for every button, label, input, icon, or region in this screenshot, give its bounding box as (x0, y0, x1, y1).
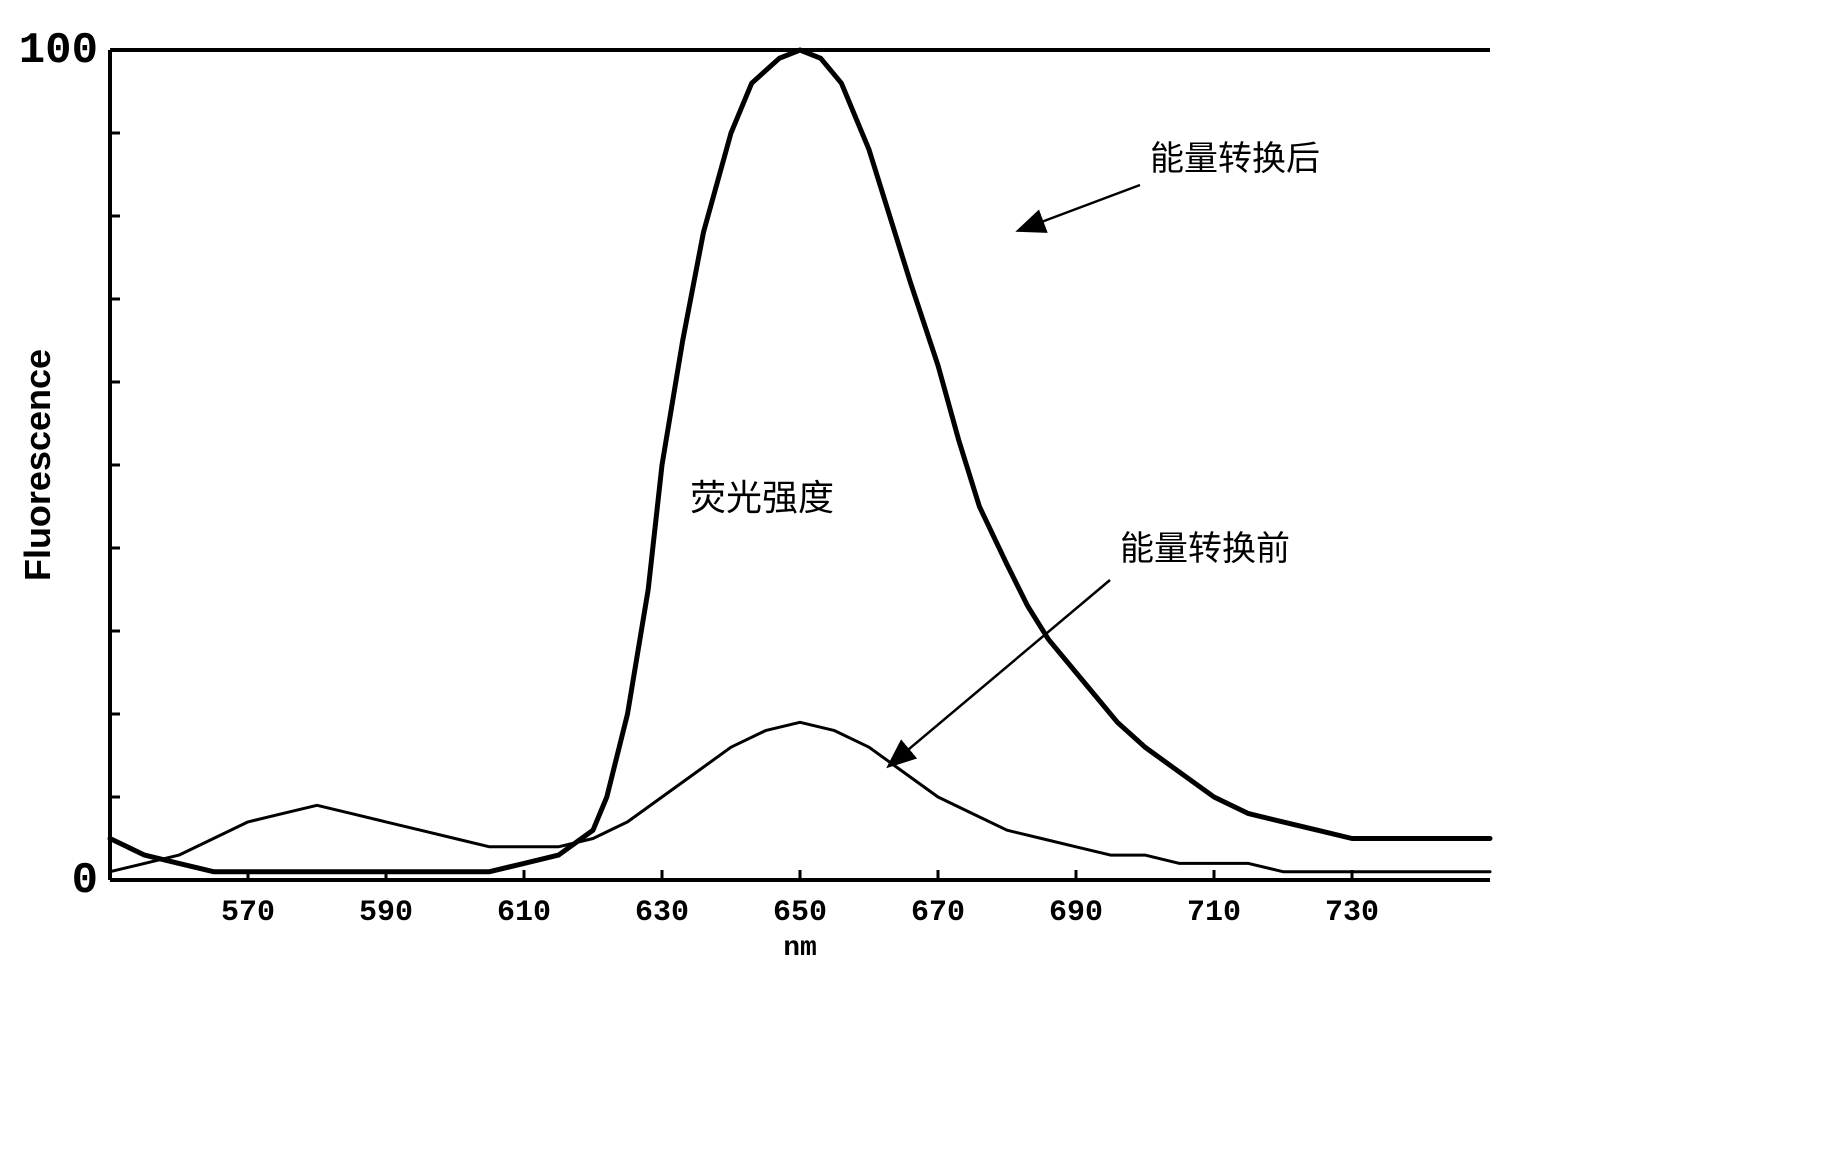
y-tick-label: 100 (20, 26, 98, 76)
x-tick-label: 570 (221, 896, 275, 930)
x-axis-label: nm (783, 933, 817, 964)
x-tick-label: 630 (635, 896, 689, 930)
y-axis-label: Fluorescence (20, 349, 58, 581)
x-tick-label: 710 (1187, 896, 1241, 930)
y-tick-label: 0 (72, 856, 98, 906)
annotation-text: 能量转换前 (1120, 530, 1290, 568)
x-tick-label: 590 (359, 896, 413, 930)
annotation-text: 荧光强度 (690, 477, 834, 518)
fluorescence-chart: 0 100 570 590 610 630 650 670 690 710 730 nm Fluores… (20, 20, 1520, 970)
x-tick-label: 690 (1049, 896, 1103, 930)
annotation-text: 能量转换后 (1150, 140, 1320, 178)
x-tick-label: 650 (773, 896, 827, 930)
x-tick-label: 730 (1325, 896, 1379, 930)
x-tick-label: 670 (911, 896, 965, 930)
x-tick-label: 610 (497, 896, 551, 930)
chart-svg: 0 100 570 590 610 630 650 670 690 710 730 nm Fluores… (20, 20, 1520, 970)
